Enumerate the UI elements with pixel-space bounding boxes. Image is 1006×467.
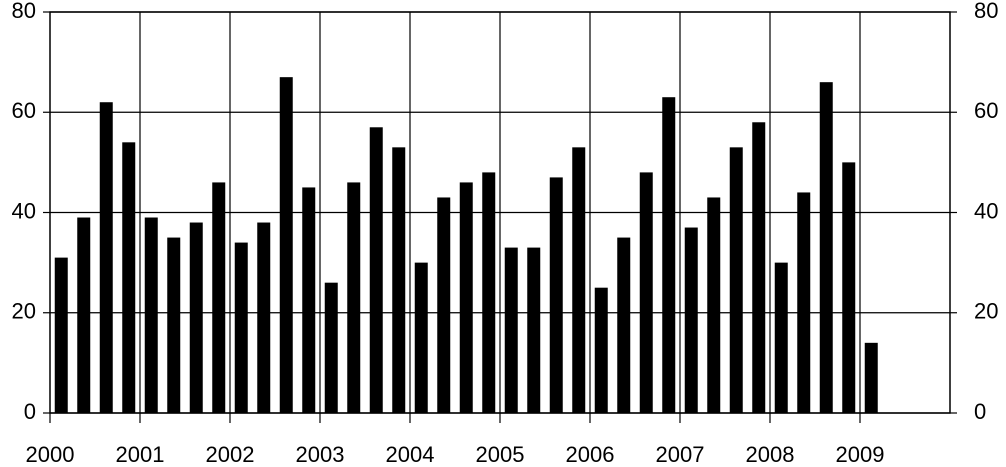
bar bbox=[639, 172, 653, 413]
x-tick-label: 2009 bbox=[836, 442, 885, 467]
bar bbox=[549, 177, 563, 413]
bar bbox=[594, 287, 608, 413]
y2-tick-label: 60 bbox=[974, 98, 998, 123]
bar bbox=[707, 197, 721, 413]
bar bbox=[459, 182, 473, 413]
bar bbox=[684, 227, 698, 413]
bar bbox=[99, 102, 113, 413]
bar bbox=[167, 237, 181, 413]
bar bbox=[864, 342, 878, 413]
bar bbox=[144, 217, 158, 413]
bar bbox=[324, 282, 338, 413]
y-tick-label: 40 bbox=[12, 198, 36, 223]
bar bbox=[819, 82, 833, 414]
bar bbox=[617, 237, 631, 413]
bar bbox=[392, 147, 406, 413]
bar bbox=[54, 257, 68, 413]
bar bbox=[504, 247, 518, 413]
bar bbox=[774, 262, 788, 413]
bar bbox=[347, 182, 361, 413]
bar bbox=[414, 262, 428, 413]
y-tick-label: 60 bbox=[12, 98, 36, 123]
x-tick-label: 2006 bbox=[566, 442, 615, 467]
x-tick-label: 2005 bbox=[476, 442, 525, 467]
bar bbox=[482, 172, 496, 413]
bar bbox=[234, 242, 248, 413]
bar bbox=[752, 122, 766, 414]
bar bbox=[189, 222, 203, 413]
y2-tick-label: 40 bbox=[974, 198, 998, 223]
bar bbox=[842, 162, 856, 413]
bar bbox=[437, 197, 451, 413]
bar bbox=[77, 217, 91, 413]
y-tick-label: 80 bbox=[12, 0, 36, 23]
bar bbox=[662, 97, 676, 414]
bar bbox=[729, 147, 743, 413]
y2-tick-label: 80 bbox=[974, 0, 998, 23]
x-tick-label: 2008 bbox=[746, 442, 795, 467]
bar bbox=[369, 127, 383, 413]
y2-tick-label: 20 bbox=[974, 299, 998, 324]
x-tick-label: 2000 bbox=[26, 442, 75, 467]
y-tick-label: 20 bbox=[12, 299, 36, 324]
bar bbox=[257, 222, 271, 413]
bar bbox=[212, 182, 226, 413]
x-tick-label: 2001 bbox=[116, 442, 165, 467]
bar bbox=[302, 187, 316, 413]
x-tick-label: 2002 bbox=[206, 442, 255, 467]
x-tick-label: 2003 bbox=[296, 442, 345, 467]
bar bbox=[572, 147, 586, 413]
bar bbox=[797, 192, 811, 413]
y2-tick-label: 0 bbox=[974, 399, 986, 424]
y-tick-label: 0 bbox=[24, 399, 36, 424]
bar bbox=[279, 77, 293, 413]
x-tick-label: 2004 bbox=[386, 442, 435, 467]
bar bbox=[527, 247, 541, 413]
bar bbox=[122, 142, 136, 413]
x-tick-label: 2007 bbox=[656, 442, 705, 467]
